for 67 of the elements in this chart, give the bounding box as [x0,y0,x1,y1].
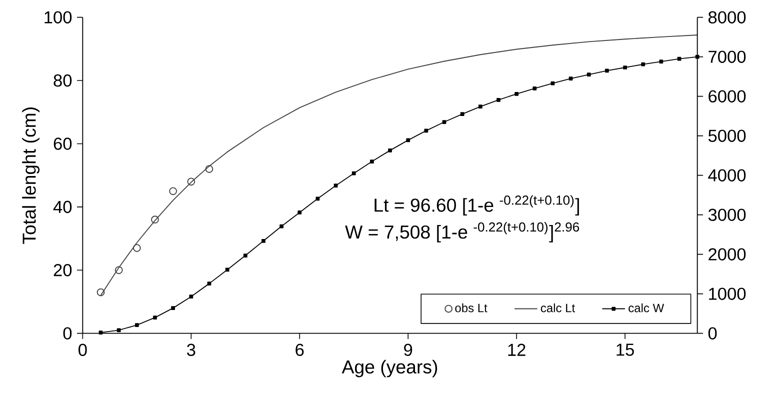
point [424,128,428,133]
x-axis-title: Age (years) [342,360,438,378]
point [496,98,500,102]
x-tick-label: 9 [404,344,412,356]
y2-tick-label: 0 [708,327,717,340]
point [280,224,284,228]
annotation: W = 7,508 [1-e $^{-0.22(t+0.10)}$]$^{2.96}$ [345,222,580,242]
point [207,282,212,286]
y-axis-title: Total lenght (cm) [22,108,40,244]
point [171,306,175,310]
x-tick-label: 12 [508,344,526,356]
y2-tick-label: 5000 [708,130,746,142]
point [586,72,591,77]
y2-tick-label: 6000 [708,90,746,102]
y-tick-label: 20 [54,264,72,276]
y-tick-label: 80 [54,74,72,87]
x-tick-label: 15 [616,344,634,356]
point [205,165,214,173]
annotation: Lt = 96.60 [1-e $^{-0.22(t+0.10)}$] [374,195,579,216]
point [316,196,320,201]
point [442,120,446,124]
y-tick-label: 0 [63,327,72,340]
point [298,210,302,214]
point [514,92,518,96]
point [388,148,392,152]
point [623,66,627,70]
point [243,254,248,258]
point [352,171,356,176]
legend-label: obs Lt [455,303,488,312]
point [134,323,139,327]
point [132,244,141,252]
point [116,328,121,332]
point [659,60,664,64]
y2-tick-label: 1000 [709,288,746,300]
point [169,187,177,196]
y2-tick-label: 8000 [708,11,746,24]
point [114,266,123,274]
y2-tick-label: 7000 [708,50,746,63]
legend-label: calc Lt [540,303,575,312]
line-series [100,34,698,296]
point [460,112,464,116]
y2-tick-label: 2000 [708,248,746,260]
point [98,330,103,334]
point [187,178,196,186]
point [153,316,157,320]
point [262,238,266,243]
point [189,294,194,299]
point [370,160,374,164]
point [568,76,573,80]
point [695,54,700,59]
point [532,86,537,90]
point [151,216,159,224]
point [406,138,410,142]
y-tick-label: 100 [44,11,72,24]
legend-label: calc W [628,303,664,312]
point [605,68,609,73]
point [334,184,338,188]
y2-tick-label: 4000 [708,169,746,182]
y2-tick-label: 3000 [708,208,746,221]
x-tick-label: 0 [78,344,87,356]
y-tick-label: 60 [54,138,72,150]
y-tick-label: 40 [53,200,72,214]
point [641,62,646,66]
point [96,288,105,296]
x-tick-label: 3 [186,344,196,356]
x-tick-label: 6 [296,344,304,356]
point [478,104,482,109]
